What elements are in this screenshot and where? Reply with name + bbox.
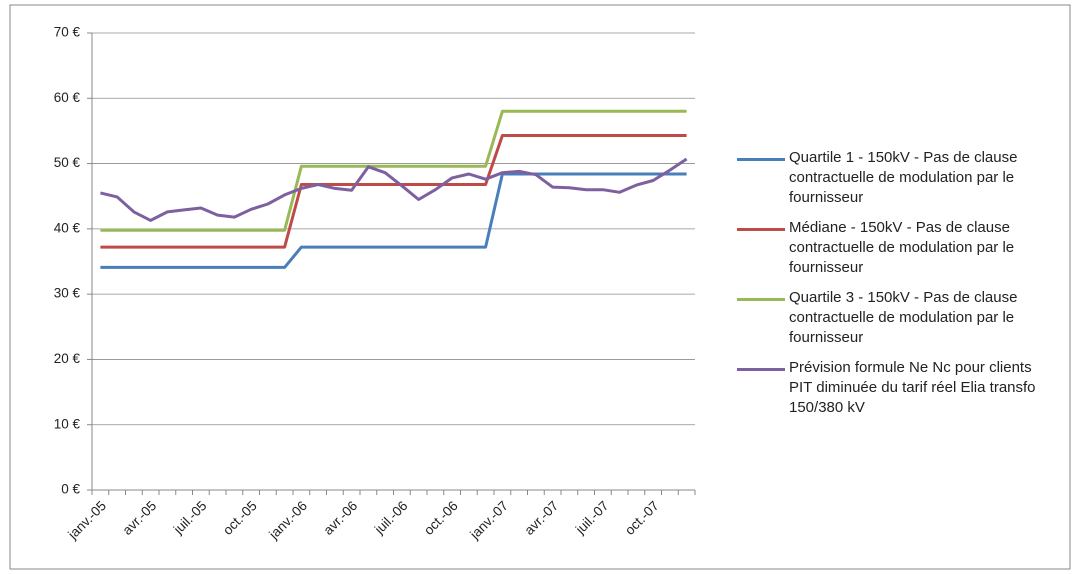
x-tick-label: juil.-07 xyxy=(572,498,611,537)
x-tick-label: janv.-07 xyxy=(466,498,511,543)
x-tick-label: juil.-05 xyxy=(170,498,209,537)
legend-entry: Quartile 3 - 150kV - Pas de clause contr… xyxy=(737,288,1057,348)
x-tick-label: janv.-06 xyxy=(265,498,310,543)
y-tick-label: 40 € xyxy=(54,220,81,235)
x-tick-label: oct.-05 xyxy=(220,498,260,538)
legend-entry: Quartile 1 - 150kV - Pas de clause contr… xyxy=(737,148,1057,208)
x-tick-label: avr.-06 xyxy=(320,498,360,538)
legend-entry: Prévision formule Ne Nc pour clients PIT… xyxy=(737,358,1057,418)
x-tick-label: avr.-07 xyxy=(521,498,561,538)
y-tick-label: 0 € xyxy=(61,482,80,497)
y-tick-label: 30 € xyxy=(54,286,81,301)
x-tick-label: juil.-06 xyxy=(371,498,410,537)
y-tick-label: 50 € xyxy=(54,155,81,170)
legend-swatch xyxy=(737,158,785,161)
legend-label: Médiane - 150kV - Pas de clause contract… xyxy=(789,219,1015,276)
legend-label: Quartile 3 - 150kV - Pas de clause contr… xyxy=(789,289,1018,346)
y-tick-label: 20 € xyxy=(54,351,81,366)
series-line xyxy=(100,109,687,232)
legend-entry: Médiane - 150kV - Pas de clause contract… xyxy=(737,218,1057,278)
series-line xyxy=(100,157,688,222)
legend-swatch xyxy=(737,368,785,371)
y-tick-label: 10 € xyxy=(54,416,81,431)
x-tick-label: janv.-05 xyxy=(64,498,109,543)
series-line xyxy=(100,134,687,249)
x-tick-label: avr.-05 xyxy=(119,498,159,538)
legend-swatch xyxy=(737,228,785,231)
x-tick-label: oct.-07 xyxy=(622,498,662,538)
chart-frame xyxy=(9,4,1071,570)
legend: Quartile 1 - 150kV - Pas de clause contr… xyxy=(737,148,1057,418)
y-tick-label: 60 € xyxy=(54,90,81,105)
x-tick-label: oct.-06 xyxy=(421,498,461,538)
y-tick-label: 70 € xyxy=(54,25,81,40)
legend-label: Quartile 1 - 150kV - Pas de clause contr… xyxy=(789,149,1018,206)
legend-swatch xyxy=(737,298,785,301)
series-line xyxy=(100,172,687,269)
legend-label: Prévision formule Ne Nc pour clients PIT… xyxy=(789,359,1036,416)
